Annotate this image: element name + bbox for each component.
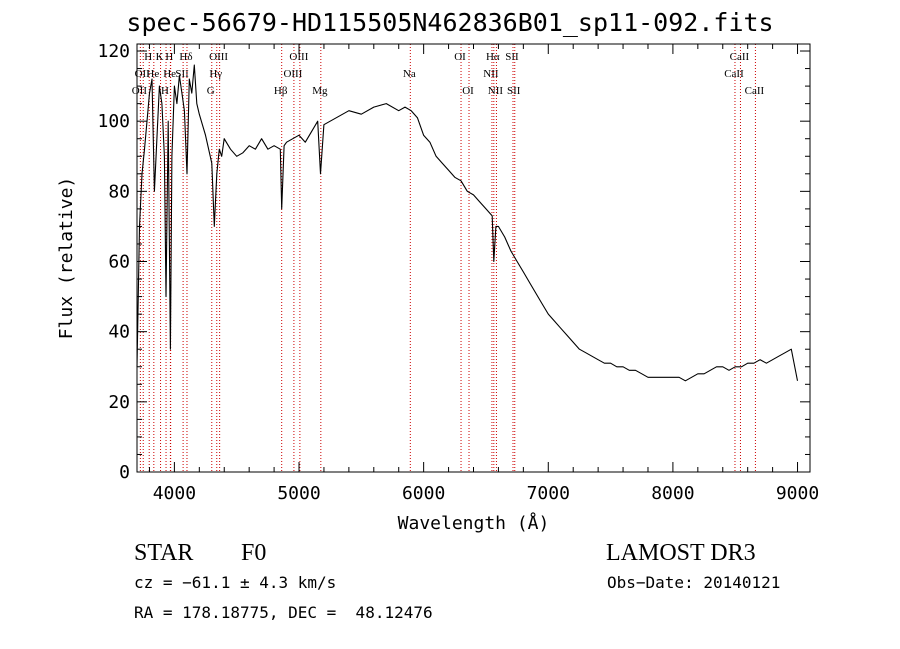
spectral-line-label: G [207, 85, 215, 97]
y-tick-label: 60 [108, 252, 130, 273]
y-tick-label: 120 [97, 41, 130, 62]
x-axis-label: Wavelength (Å) [398, 512, 550, 534]
redshift-text: cz = −61.1 ± 4.3 km/s [134, 573, 337, 592]
spectral-line-label: He [146, 68, 159, 80]
spectral-line-label: CaII [745, 85, 765, 97]
coordinates-text: RA = 178.18775, DEC = 48.12476 [134, 603, 433, 622]
spectral-line-label: OI [454, 51, 466, 63]
x-tick-label: 6000 [402, 483, 445, 504]
object-subclass: F0 [241, 540, 267, 566]
y-axis-label: Flux (relative) [56, 177, 77, 340]
spectral-line-label: H [165, 51, 173, 63]
y-tick-label: 40 [108, 322, 130, 343]
x-tick-label: 8000 [651, 483, 694, 504]
spectral-line-label: H [144, 51, 152, 63]
x-tick-label: 4000 [153, 483, 196, 504]
spectral-line-label: Hδ [179, 51, 192, 63]
spectral-line-label: Na [403, 68, 416, 80]
plot-frame [136, 43, 811, 473]
spectral-line-label: K [156, 51, 164, 63]
spectral-line-label: NII [488, 85, 504, 97]
spectral-line-label: CaII [730, 51, 750, 63]
x-tick-label: 7000 [527, 483, 570, 504]
y-tick-label: 0 [119, 462, 130, 483]
spectral-line-label: NII [483, 68, 499, 80]
spectral-line-label: H [161, 85, 169, 97]
spectral-line-label: OIII [283, 68, 302, 80]
obs-date-text: Obs−Date: 20140121 [607, 573, 781, 592]
spectral-line-label: CaII [724, 68, 744, 80]
spectral-line-label: Hα [486, 51, 500, 63]
y-tick-label: 80 [108, 181, 130, 202]
spectrum-line [136, 64, 799, 382]
spectral-line-label: OI [462, 85, 474, 97]
x-tick-label: 5000 [277, 483, 320, 504]
object-class: STAR [134, 540, 194, 566]
spectral-line-label: OIII [289, 51, 308, 63]
spectral-line-label: He [163, 68, 176, 80]
spectral-line-label: Hγ [209, 68, 222, 80]
spectral-line-label: Hβ [274, 85, 288, 97]
spectral-line-label: OIII [209, 51, 228, 63]
spectral-line-label: Mg [312, 85, 328, 97]
chart-title: spec-56679-HD115505N462836B01_sp11-092.f… [126, 8, 774, 37]
survey-label: LAMOST DR3 [606, 540, 756, 566]
y-tick-label: 20 [108, 392, 130, 413]
spectral-line-label: OII [135, 68, 151, 80]
spectral-line-label: SII [505, 51, 519, 63]
spectral-line-label: OII [132, 85, 148, 97]
y-tick-label: 100 [97, 111, 130, 132]
spectral-line-label: SII [507, 85, 521, 97]
x-tick-label: 9000 [776, 483, 819, 504]
